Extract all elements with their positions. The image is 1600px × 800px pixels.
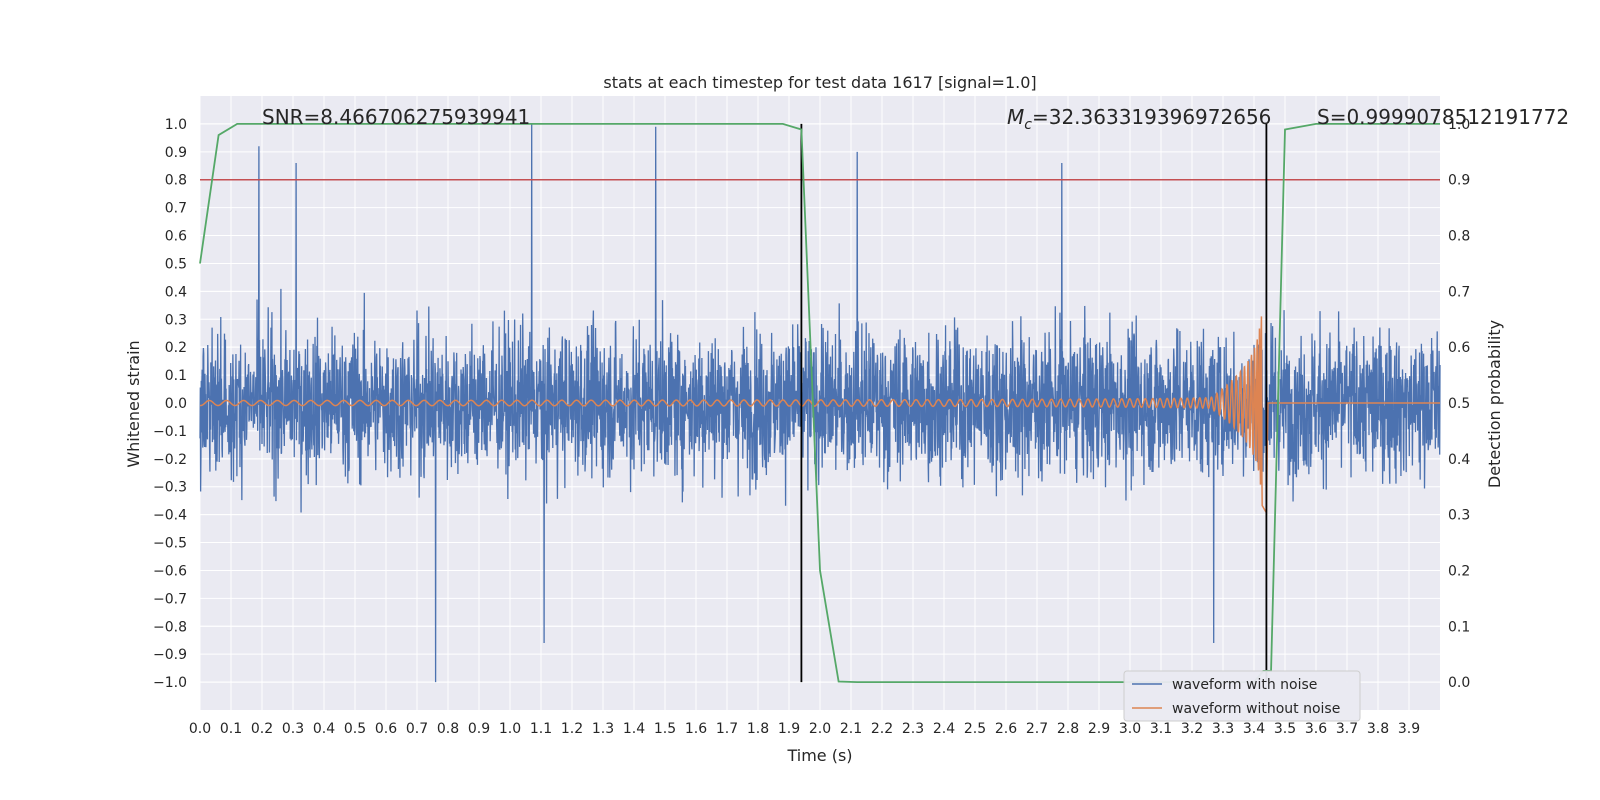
x-tick-label: 0.9: [468, 721, 490, 737]
x-tick-label: 0.2: [251, 721, 273, 737]
x-tick-label: 1.3: [592, 721, 614, 737]
x-tick-label: 1.6: [685, 721, 707, 737]
mc-symbol: M: [1007, 105, 1024, 129]
s-annotation: S=0.9999078512191772: [1317, 105, 1569, 129]
x-tick-label: 0.5: [344, 721, 366, 737]
y-tick-label: −0.3: [153, 480, 187, 496]
mc-subscript: c: [1024, 117, 1032, 133]
y2-tick-label: 0.5: [1448, 396, 1470, 412]
y-axis-ticks: 1.0 0.9 0.8 0.7 0.6 0.5 0.4 0.3 0.2 0.1 0.0 −0.1 −0.…: [153, 117, 187, 691]
x-tick-label: 1.1: [530, 721, 552, 737]
y-tick-label: −0.9: [153, 647, 187, 663]
x-tick-label: 3.1: [1150, 721, 1172, 737]
chart-title: stats at each timestep for test data 161…: [603, 73, 1036, 92]
x-tick-label: 2.7: [1026, 721, 1048, 737]
x-tick-label: 2.6: [995, 721, 1017, 737]
x-tick-label: 0.7: [406, 721, 428, 737]
y2-tick-label: 0.3: [1448, 508, 1470, 524]
x-tick-label: 0.3: [282, 721, 304, 737]
y-tick-label: −0.1: [153, 424, 187, 440]
y2-axis-ticks: 1.0 0.9 0.8 0.7 0.6 0.5 0.4 0.3 0.2 0.1 0.0: [1448, 117, 1470, 691]
x-tick-label: 2.0: [809, 721, 831, 737]
x-tick-label: 2.5: [964, 721, 986, 737]
x-tick-label: 2.3: [902, 721, 924, 737]
mc-value: =32.363319396972656: [1032, 105, 1271, 129]
y2-tick-label: 0.6: [1448, 340, 1470, 356]
y-tick-label: 0.6: [165, 229, 187, 245]
x-tick-label: 2.4: [933, 721, 955, 737]
legend-box: [1123, 670, 1361, 722]
y-tick-label: 1.0: [165, 117, 187, 133]
y-tick-label: 0.9: [165, 145, 187, 161]
y2-tick-label: 0.7: [1448, 284, 1470, 300]
x-tick-label: 2.8: [1057, 721, 1079, 737]
x-tick-label: 0.4: [313, 721, 335, 737]
x-tick-label: 1.0: [499, 721, 521, 737]
y-tick-label: 0.8: [165, 173, 187, 189]
series-waveform-without-noise: [199, 316, 1440, 516]
x-tick-label: 1.2: [561, 721, 583, 737]
y-tick-label: −0.5: [153, 536, 187, 552]
y2-tick-label: 0.4: [1448, 452, 1470, 468]
y-tick-label: 0.3: [165, 312, 187, 328]
y2-axis-label: Detection probability: [1485, 320, 1504, 488]
x-tick-label: 3.3: [1212, 721, 1234, 737]
y-tick-label: 0.7: [165, 201, 187, 217]
x-tick-label: 3.4: [1243, 721, 1265, 737]
y-axis-label: Whitened strain: [124, 340, 143, 467]
mc-annotation: Mc=32.363319396972656: [1007, 105, 1271, 133]
x-tick-label: 0.6: [375, 721, 397, 737]
y-tick-label: −0.7: [153, 591, 187, 607]
y-tick-label: −0.4: [153, 508, 187, 524]
x-tick-label: 0.8: [437, 721, 459, 737]
y-tick-label: 0.2: [165, 340, 187, 356]
x-tick-label: 1.8: [747, 721, 769, 737]
y2-tick-label: 0.0: [1448, 675, 1470, 691]
y2-tick-label: 1.0: [1448, 117, 1470, 133]
x-tick-label: 1.9: [778, 721, 800, 737]
x-tick-label: 3.5: [1274, 721, 1296, 737]
y-tick-label: 0.1: [165, 368, 187, 384]
x-tick-label: 3.7: [1336, 721, 1358, 737]
y2-tick-label: 0.9: [1448, 173, 1470, 189]
x-tick-label: 3.8: [1367, 721, 1389, 737]
legend: waveform with noise waveform without noi…: [1123, 670, 1361, 722]
y2-tick-label: 0.2: [1448, 563, 1470, 579]
y-tick-label: 0.0: [165, 396, 187, 412]
x-axis-ticks: 0.0 0.1 0.2 0.3 0.4 0.5 0.6 0.7 0.8 0.9 1.0 1.1 1.2 1…: [189, 721, 1420, 737]
x-tick-label: 3.9: [1398, 721, 1420, 737]
snr-annotation: SNR=8.466706275939941: [262, 105, 530, 129]
y-tick-label: −0.8: [153, 619, 187, 635]
y-tick-label: −1.0: [153, 675, 187, 691]
x-tick-label: 2.9: [1088, 721, 1110, 737]
x-tick-label: 3.6: [1305, 721, 1327, 737]
x-tick-label: 1.5: [654, 721, 676, 737]
x-tick-label: 0.0: [189, 721, 211, 737]
x-tick-label: 1.4: [623, 721, 645, 737]
x-tick-label: 3.2: [1181, 721, 1203, 737]
y-tick-label: −0.6: [153, 563, 187, 579]
x-tick-label: 3.0: [1119, 721, 1141, 737]
x-tick-label: 1.7: [716, 721, 738, 737]
legend-entry-without-noise: waveform without noise: [1172, 701, 1340, 717]
y-tick-label: 0.5: [165, 256, 187, 272]
y2-tick-label: 0.1: [1448, 619, 1470, 635]
y-tick-label: 0.4: [165, 284, 187, 300]
x-tick-label: 2.2: [871, 721, 893, 737]
y2-tick-label: 0.8: [1448, 229, 1470, 245]
x-tick-label: 0.1: [220, 721, 242, 737]
x-tick-label: 2.1: [840, 721, 862, 737]
legend-entry-with-noise: waveform with noise: [1172, 677, 1317, 693]
y-tick-label: −0.2: [153, 452, 187, 468]
x-axis-label: Time (s): [786, 746, 852, 765]
